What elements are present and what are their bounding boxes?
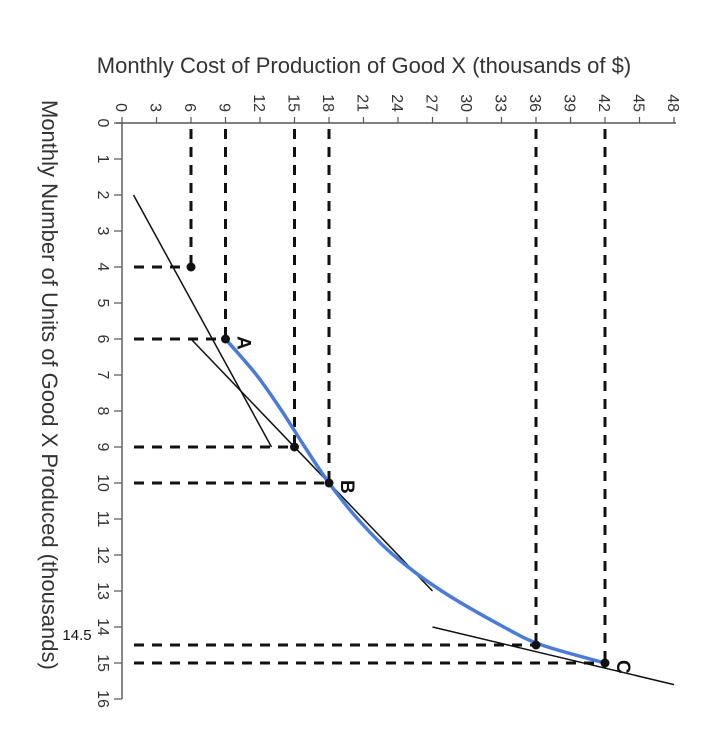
cost-tick-label: 33	[492, 94, 509, 112]
units-tick-label: 13	[94, 582, 111, 600]
units-tick-label: 1	[94, 155, 111, 164]
cost-tick-label: 21	[354, 94, 371, 112]
units-tick-label: 0	[94, 119, 111, 128]
cost-tick-label: 39	[561, 94, 578, 112]
units-tick-label: 14	[94, 618, 111, 636]
cost-tick-label: 18	[319, 94, 336, 112]
axes-group: 0 3 6 9 12 15 18 21 24 27 30 33 36 39 42 45 480123456789…	[94, 94, 681, 708]
units-tick-label: 15	[94, 654, 111, 672]
data-point	[600, 658, 610, 668]
units-tick-label: 11	[94, 511, 111, 528]
tangent-line	[190, 338, 434, 592]
dashed-guides-group	[134, 129, 607, 665]
point-label-c: C	[612, 660, 633, 674]
cost-tick-label: 45	[630, 94, 647, 112]
units-tick-label: 12	[94, 546, 111, 564]
point-label-b: B	[336, 480, 357, 494]
tangent-line	[432, 626, 675, 686]
tangent-lines-group	[132, 194, 675, 686]
cost-tick-label: 6	[181, 103, 198, 112]
cost-tick-label: 9	[216, 103, 233, 112]
units-axis-title: Monthly Number of Units of Good X Produc…	[37, 100, 62, 670]
cost-tick-label: 30	[457, 94, 474, 112]
cost-tick-label: 42	[595, 94, 612, 112]
cost-tick-label: 24	[388, 94, 405, 112]
units-tick-label: 10	[94, 474, 111, 492]
units-tick-label: 5	[94, 299, 111, 308]
cost-curve-group	[223, 337, 607, 665]
points-group: A B C	[186, 262, 633, 674]
data-point	[290, 442, 299, 452]
units-tick-label: 8	[94, 407, 111, 416]
units-tick-label: 6	[94, 335, 111, 344]
cost-tick-label: 36	[526, 94, 543, 112]
data-point	[186, 262, 196, 272]
point-label-a: A	[233, 336, 254, 350]
units-tick-label: 7	[94, 371, 111, 380]
cost-tick-label: 15	[285, 94, 302, 112]
cost-tick-label: 48	[664, 94, 681, 112]
cost-tick-label: 27	[423, 94, 440, 112]
cost-tick-label: 3	[147, 103, 164, 112]
data-point	[324, 478, 334, 488]
extra-units-label: 14.5	[62, 627, 91, 644]
units-tick-label: 2	[94, 191, 111, 200]
units-tick-label: 4	[94, 263, 111, 272]
cost-tick-label: 12	[250, 94, 267, 112]
data-point	[531, 640, 541, 650]
cost-tick-label: 0	[112, 103, 129, 112]
units-tick-label: 16	[94, 690, 111, 708]
tangent-line	[132, 194, 273, 448]
total-cost-curve	[223, 337, 607, 665]
cost-axis-title: Monthly Cost of Production of Good X (th…	[97, 53, 631, 78]
data-point	[221, 334, 230, 344]
units-tick-label: 3	[94, 227, 111, 236]
units-tick-label: 9	[94, 443, 111, 452]
